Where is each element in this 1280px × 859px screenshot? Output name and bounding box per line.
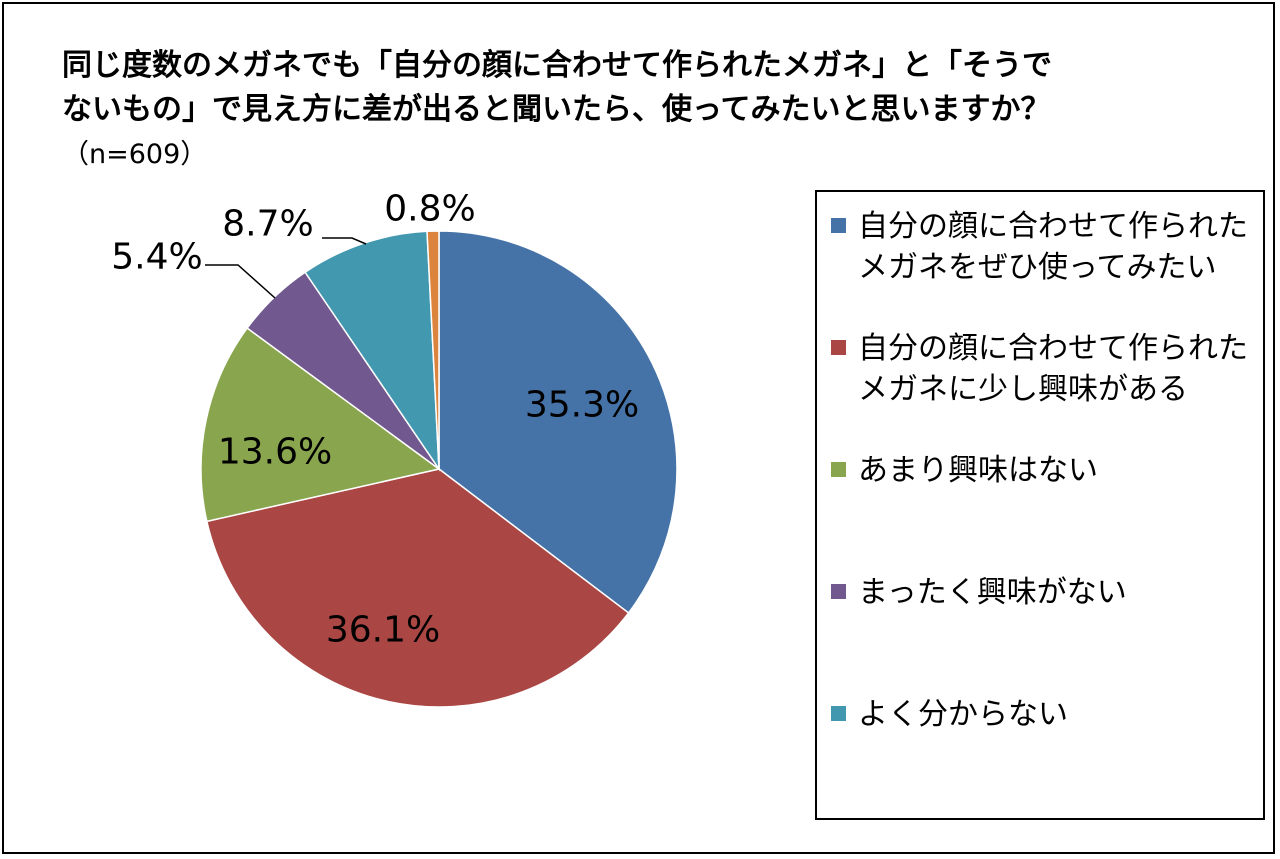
legend-item-2: 自分の顔に合わせて作られたメガネに少し興味がある <box>831 328 1251 410</box>
data-label-3: 13.6% <box>218 432 332 473</box>
legend-label-1: 自分の顔に合わせて作られたメガネをぜひ使ってみたい <box>858 209 1248 285</box>
legend-swatch-4 <box>831 584 846 599</box>
legend-item-3: あまり興味はない <box>831 450 1251 491</box>
data-label-2: 36.1% <box>326 610 440 651</box>
chart-title: 同じ度数のメガネでも「自分の顔に合わせて作られたメガネ」と「そうでないもの」で見… <box>62 44 1052 177</box>
pie-slice-6 <box>426 230 440 470</box>
data-labels: 35.3% 36.1% 13.6% 5.4% 8.7% 0.8% <box>111 189 639 651</box>
data-label-5: 8.7% <box>222 204 313 245</box>
legend-label-2: 自分の顔に合わせて作られたメガネに少し興味がある <box>858 331 1248 407</box>
legend-label-4: まったく興味がない <box>858 575 1127 610</box>
data-label-4: 5.4% <box>111 237 202 278</box>
pie-slice-3 <box>200 327 441 523</box>
pie-slice-2 <box>205 468 630 708</box>
leader-line-5 <box>322 237 367 245</box>
legend-item-1: 自分の顔に合わせて作られたメガネをぜひ使ってみたい <box>831 206 1251 288</box>
legend: 自分の顔に合わせて作られたメガネをぜひ使ってみたい 自分の顔に合わせて作られたメ… <box>815 190 1265 820</box>
chart-title-sample-size: （n=609） <box>62 139 208 170</box>
chart-title-main: 同じ度数のメガネでも「自分の顔に合わせて作られたメガネ」と「そうでないもの」で見… <box>62 48 1052 127</box>
pie-slices <box>200 230 678 708</box>
leader-lines <box>205 237 367 299</box>
legend-swatch-1 <box>831 218 846 233</box>
legend-swatch-5 <box>831 706 846 721</box>
legend-item-5: よく分からない <box>831 694 1251 735</box>
legend-item-4: まったく興味がない <box>831 572 1251 613</box>
legend-label-3: あまり興味はない <box>858 453 1098 488</box>
data-label-6: 0.8% <box>384 189 475 230</box>
legend-swatch-3 <box>831 462 846 477</box>
legend-label-5: よく分からない <box>858 697 1068 732</box>
data-label-1: 35.3% <box>525 385 639 426</box>
legend-swatch-2 <box>831 340 846 355</box>
pie-slice-1 <box>438 230 678 614</box>
leader-line-4 <box>205 264 276 299</box>
